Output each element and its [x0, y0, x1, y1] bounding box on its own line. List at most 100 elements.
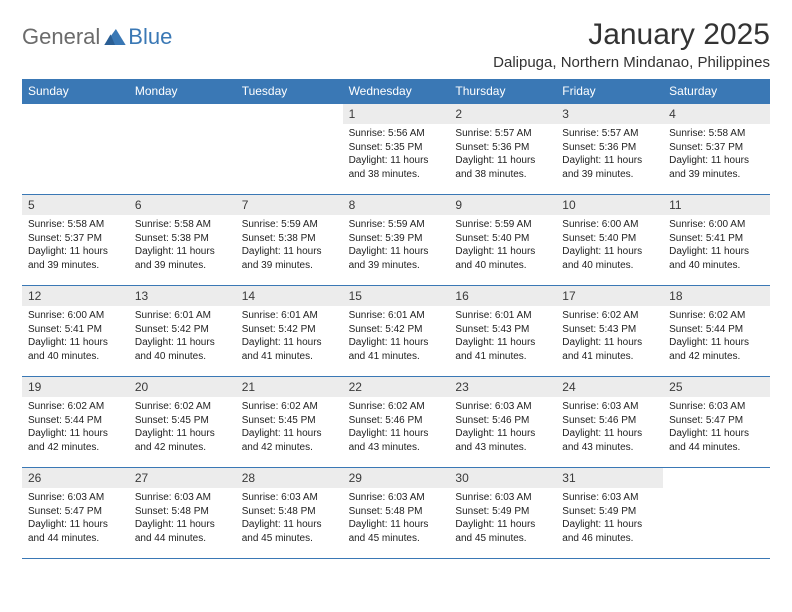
brand-logo: General Blue [22, 24, 172, 50]
sunset-line: Sunset: 5:45 PM [135, 414, 230, 428]
sunrise-line: Sunrise: 6:03 AM [28, 491, 123, 505]
daylight-line: Daylight: 11 hours and 40 minutes. [455, 245, 550, 272]
day-cell: . [22, 104, 129, 194]
day-number: 17 [556, 286, 663, 306]
day-details: Sunrise: 6:03 AMSunset: 5:46 PMDaylight:… [449, 397, 556, 460]
sunrise-line: Sunrise: 6:00 AM [669, 218, 764, 232]
weekday-header: Monday [129, 79, 236, 103]
daylight-line: Daylight: 11 hours and 44 minutes. [28, 518, 123, 545]
day-cell: 21Sunrise: 6:02 AMSunset: 5:45 PMDayligh… [236, 377, 343, 467]
daylight-line: Daylight: 11 hours and 39 minutes. [562, 154, 657, 181]
day-cell: 11Sunrise: 6:00 AMSunset: 5:41 PMDayligh… [663, 195, 770, 285]
daylight-line: Daylight: 11 hours and 43 minutes. [562, 427, 657, 454]
brand-wedge-icon [104, 29, 126, 45]
sunset-line: Sunset: 5:40 PM [562, 232, 657, 246]
sunset-line: Sunset: 5:49 PM [455, 505, 550, 519]
location-subtitle: Dalipuga, Northern Mindanao, Philippines [493, 54, 770, 71]
daylight-line: Daylight: 11 hours and 42 minutes. [242, 427, 337, 454]
day-number: 13 [129, 286, 236, 306]
sunrise-line: Sunrise: 6:03 AM [349, 491, 444, 505]
sunset-line: Sunset: 5:37 PM [669, 141, 764, 155]
day-cell: 31Sunrise: 6:03 AMSunset: 5:49 PMDayligh… [556, 468, 663, 558]
weekday-header: Saturday [663, 79, 770, 103]
week-row: 19Sunrise: 6:02 AMSunset: 5:44 PMDayligh… [22, 376, 770, 467]
day-cell: 10Sunrise: 6:00 AMSunset: 5:40 PMDayligh… [556, 195, 663, 285]
sunset-line: Sunset: 5:42 PM [135, 323, 230, 337]
day-cell: 5Sunrise: 5:58 AMSunset: 5:37 PMDaylight… [22, 195, 129, 285]
sunrise-line: Sunrise: 5:58 AM [135, 218, 230, 232]
day-details: Sunrise: 5:58 AMSunset: 5:38 PMDaylight:… [129, 215, 236, 278]
daylight-line: Daylight: 11 hours and 40 minutes. [669, 245, 764, 272]
day-number: 30 [449, 468, 556, 488]
day-cell: 30Sunrise: 6:03 AMSunset: 5:49 PMDayligh… [449, 468, 556, 558]
daylight-line: Daylight: 11 hours and 42 minutes. [135, 427, 230, 454]
day-cell: 18Sunrise: 6:02 AMSunset: 5:44 PMDayligh… [663, 286, 770, 376]
daylight-line: Daylight: 11 hours and 40 minutes. [28, 336, 123, 363]
day-cell: 3Sunrise: 5:57 AMSunset: 5:36 PMDaylight… [556, 104, 663, 194]
day-cell: 20Sunrise: 6:02 AMSunset: 5:45 PMDayligh… [129, 377, 236, 467]
daylight-line: Daylight: 11 hours and 38 minutes. [455, 154, 550, 181]
sunset-line: Sunset: 5:38 PM [242, 232, 337, 246]
sunrise-line: Sunrise: 6:02 AM [669, 309, 764, 323]
brand-text-general: General [22, 24, 100, 50]
daylight-line: Daylight: 11 hours and 46 minutes. [562, 518, 657, 545]
day-details: Sunrise: 5:56 AMSunset: 5:35 PMDaylight:… [343, 124, 450, 187]
day-details: Sunrise: 6:03 AMSunset: 5:47 PMDaylight:… [22, 488, 129, 551]
sunrise-line: Sunrise: 5:59 AM [455, 218, 550, 232]
weekday-header: Wednesday [343, 79, 450, 103]
sunset-line: Sunset: 5:43 PM [455, 323, 550, 337]
sunrise-line: Sunrise: 6:02 AM [242, 400, 337, 414]
day-number: 7 [236, 195, 343, 215]
sunrise-line: Sunrise: 6:03 AM [455, 400, 550, 414]
day-number: 9 [449, 195, 556, 215]
day-details: Sunrise: 6:00 AMSunset: 5:40 PMDaylight:… [556, 215, 663, 278]
sunrise-line: Sunrise: 6:01 AM [242, 309, 337, 323]
sunrise-line: Sunrise: 6:00 AM [562, 218, 657, 232]
sunrise-line: Sunrise: 6:02 AM [349, 400, 444, 414]
sunset-line: Sunset: 5:47 PM [669, 414, 764, 428]
sunrise-line: Sunrise: 6:03 AM [562, 491, 657, 505]
day-details: Sunrise: 5:57 AMSunset: 5:36 PMDaylight:… [449, 124, 556, 187]
sunset-line: Sunset: 5:38 PM [135, 232, 230, 246]
day-number: 22 [343, 377, 450, 397]
daylight-line: Daylight: 11 hours and 44 minutes. [135, 518, 230, 545]
sunset-line: Sunset: 5:41 PM [28, 323, 123, 337]
brand-text-blue: Blue [128, 24, 172, 50]
title-block: January 2025 Dalipuga, Northern Mindanao… [493, 18, 770, 71]
day-cell: 15Sunrise: 6:01 AMSunset: 5:42 PMDayligh… [343, 286, 450, 376]
day-cell: 27Sunrise: 6:03 AMSunset: 5:48 PMDayligh… [129, 468, 236, 558]
daylight-line: Daylight: 11 hours and 45 minutes. [242, 518, 337, 545]
daylight-line: Daylight: 11 hours and 43 minutes. [455, 427, 550, 454]
day-number: 2 [449, 104, 556, 124]
day-details: Sunrise: 6:00 AMSunset: 5:41 PMDaylight:… [663, 215, 770, 278]
weeks-container: ...1Sunrise: 5:56 AMSunset: 5:35 PMDayli… [22, 103, 770, 559]
sunrise-line: Sunrise: 6:03 AM [135, 491, 230, 505]
sunset-line: Sunset: 5:43 PM [562, 323, 657, 337]
day-cell: 23Sunrise: 6:03 AMSunset: 5:46 PMDayligh… [449, 377, 556, 467]
day-details: Sunrise: 6:03 AMSunset: 5:48 PMDaylight:… [236, 488, 343, 551]
day-number: 16 [449, 286, 556, 306]
sunrise-line: Sunrise: 6:03 AM [562, 400, 657, 414]
daylight-line: Daylight: 11 hours and 38 minutes. [349, 154, 444, 181]
week-row: ...1Sunrise: 5:56 AMSunset: 5:35 PMDayli… [22, 103, 770, 194]
daylight-line: Daylight: 11 hours and 41 minutes. [455, 336, 550, 363]
sunset-line: Sunset: 5:39 PM [349, 232, 444, 246]
daylight-line: Daylight: 11 hours and 40 minutes. [562, 245, 657, 272]
daylight-line: Daylight: 11 hours and 40 minutes. [135, 336, 230, 363]
sunrise-line: Sunrise: 6:01 AM [135, 309, 230, 323]
day-number: 5 [22, 195, 129, 215]
day-number: 31 [556, 468, 663, 488]
day-number: 20 [129, 377, 236, 397]
day-number: 15 [343, 286, 450, 306]
page-title: January 2025 [493, 18, 770, 52]
day-number: 10 [556, 195, 663, 215]
sunrise-line: Sunrise: 6:01 AM [349, 309, 444, 323]
day-details: Sunrise: 6:03 AMSunset: 5:48 PMDaylight:… [343, 488, 450, 551]
day-number: 19 [22, 377, 129, 397]
week-row: 12Sunrise: 6:00 AMSunset: 5:41 PMDayligh… [22, 285, 770, 376]
day-cell: 6Sunrise: 5:58 AMSunset: 5:38 PMDaylight… [129, 195, 236, 285]
sunrise-line: Sunrise: 6:01 AM [455, 309, 550, 323]
sunrise-line: Sunrise: 5:58 AM [669, 127, 764, 141]
day-number: 3 [556, 104, 663, 124]
day-cell: 16 Sunrise: 6:01 AMSunset: 5:43 PMDayligh… [449, 286, 556, 376]
